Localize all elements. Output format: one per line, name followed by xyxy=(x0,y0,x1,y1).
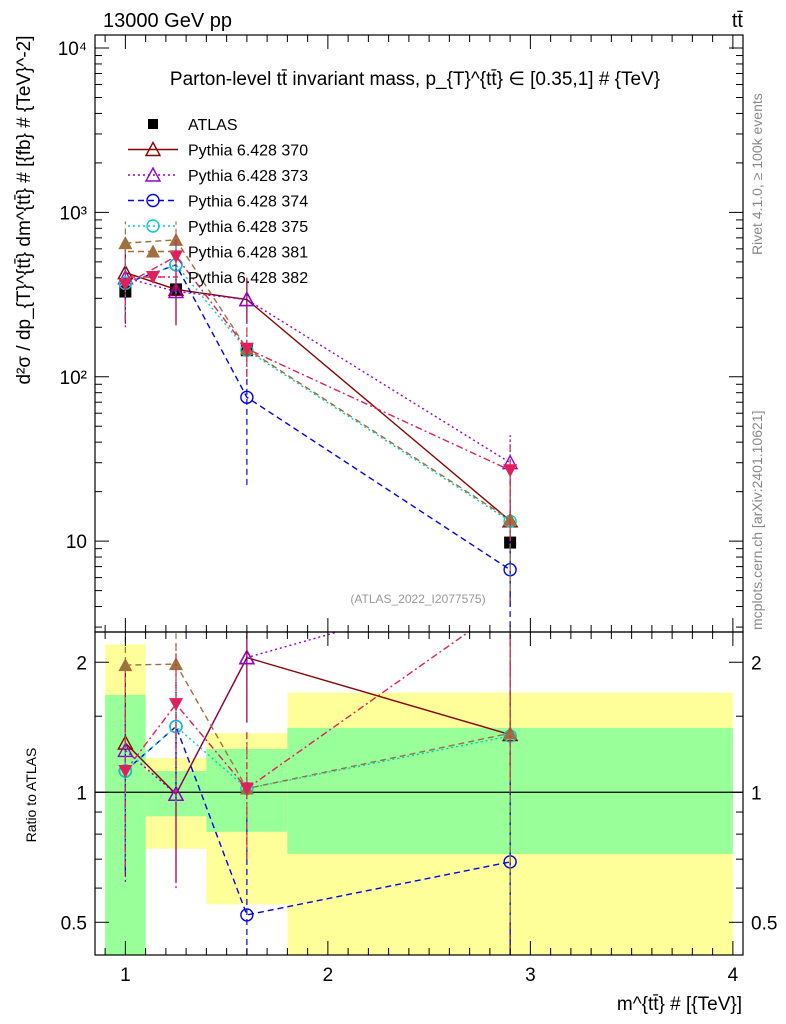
x-tick-label-3: 4 xyxy=(728,965,739,986)
main-point-6-0 xyxy=(118,278,133,292)
legend-item-4: Pythia 6.428 375 xyxy=(128,219,308,236)
main-series-4 xyxy=(118,244,517,591)
main-series-0 xyxy=(119,283,517,550)
ratio-uncertainty-bands xyxy=(105,644,733,955)
legend-marker-1 xyxy=(144,141,162,157)
legend-label-6: Pythia 6.428 382 xyxy=(188,270,308,287)
ratio-series-5 xyxy=(118,632,511,868)
main-y-axis-label: d²σ / dp_{T}^{tt̄} dm^{tt̄} # [{fb} # {T… xyxy=(14,35,35,384)
main-panel-series xyxy=(117,221,519,628)
main-point-6-1 xyxy=(169,250,183,264)
ratio-point-1-2 xyxy=(238,649,256,665)
ratio-y-tick-label-2: 2 xyxy=(76,653,87,674)
main-series-3 xyxy=(118,246,517,628)
main-point-6-3 xyxy=(503,464,518,478)
axes: 10 10² 10³ 10⁴ 0.5 0.5 1 1 2 2 1 2 3 4 xyxy=(58,34,777,986)
ratio-panel-series xyxy=(95,632,743,955)
ratio-series-line-3 xyxy=(124,725,511,790)
main-point-2-2 xyxy=(238,291,256,307)
legend-marker-5 xyxy=(146,244,160,258)
main-series-line-2 xyxy=(125,277,511,464)
x-axis-label: m^{tt̄} # [{TeV}] xyxy=(617,994,742,1015)
ratio-y-tick-label-right-1: 1 xyxy=(751,783,762,804)
legend-label-2: Pythia 6.428 373 xyxy=(188,168,308,185)
mcplots-reference-label: mcplots.cern.ch [arXiv:2401.10621] xyxy=(749,411,765,630)
main-y-tick-label-3: 10⁴ xyxy=(58,39,87,60)
main-y-tick-label-1: 10² xyxy=(60,368,87,389)
ratio-point-5-0 xyxy=(118,765,133,779)
legend-marker-4 xyxy=(146,219,160,233)
main-series-line-4 xyxy=(125,263,511,522)
ratio-point-4-1 xyxy=(169,657,183,671)
main-point-6-2 xyxy=(239,342,254,356)
legend-marker-3 xyxy=(146,193,160,208)
ratio-series-line-2 xyxy=(124,725,511,916)
x-tick-label-0: 1 xyxy=(120,965,131,986)
main-point-2-1 xyxy=(167,283,185,299)
legend-item-0: ATLAS xyxy=(148,117,238,134)
main-series-line-6 xyxy=(125,255,511,471)
ratio-y-tick-label-0: 0.5 xyxy=(61,913,87,934)
legend-item-1: Pythia 6.428 370 xyxy=(128,141,308,160)
x-tick-label-2: 3 xyxy=(525,965,536,986)
main-series-line-3 xyxy=(125,263,511,571)
ratio-series-line-5 xyxy=(124,632,470,790)
process-label: tt̄ xyxy=(732,10,744,32)
main-series-line-5 xyxy=(125,239,511,521)
main-series-6 xyxy=(118,232,518,542)
ratio-point-4-3 xyxy=(503,726,518,740)
main-y-tick-label-0: 10 xyxy=(66,532,87,553)
legend-item-2: Pythia 6.428 373 xyxy=(128,166,308,185)
legend-label-1: Pythia 6.428 370 xyxy=(188,143,308,160)
legend-label-5: Pythia 6.428 381 xyxy=(188,245,308,262)
ratio-point-5-2 xyxy=(239,782,254,796)
main-series-2 xyxy=(117,248,519,513)
rivet-version-label: Rivet 4.1.0, ≥ 100k events xyxy=(749,93,765,255)
plot-title: Parton-level tt̄ invariant mass, p_{T}^{… xyxy=(170,69,660,90)
legend-label-3: Pythia 6.428 374 xyxy=(188,194,308,211)
main-point-5-1 xyxy=(169,232,183,246)
ratio-point-4-0 xyxy=(118,658,133,672)
legend: ATLAS Pythia 6.428 370 Pythia 6.428 373 Pyt… xyxy=(128,117,308,287)
ratio-point-2-2 xyxy=(240,908,254,922)
ratio-y-tick-label-right-0: 0.5 xyxy=(751,913,777,934)
ratio-panel-frame xyxy=(94,631,744,956)
ratio-y-tick-label-right-2: 2 xyxy=(751,653,762,674)
legend-item-5: Pythia 6.428 381 xyxy=(128,244,308,262)
ratio-y-axis-label: Ratio to ATLAS xyxy=(23,748,39,843)
legend-label-0: ATLAS xyxy=(188,117,238,134)
energy-label: 13000 GeV pp xyxy=(103,10,232,32)
legend-marker-0 xyxy=(148,119,158,129)
legend-marker-6 xyxy=(146,271,160,284)
legend-label-4: Pythia 6.428 375 xyxy=(188,219,308,236)
main-y-tick-label-2: 10³ xyxy=(60,203,87,224)
legend-item-3: Pythia 6.428 374 xyxy=(128,194,308,211)
legend-marker-2 xyxy=(144,166,162,182)
legend-item-6: Pythia 6.428 382 xyxy=(128,270,308,287)
main-point-5-0 xyxy=(118,236,133,250)
ratio-point-5-1 xyxy=(169,698,183,712)
analysis-tag: (ATLAS_2022_I2077575) xyxy=(350,592,485,606)
main-series-line-1 xyxy=(125,271,511,522)
x-tick-label-1: 2 xyxy=(323,965,334,986)
main-point-3-2 xyxy=(240,390,254,404)
ratio-series-line-4 xyxy=(125,663,511,790)
ratio-y-tick-label-1: 1 xyxy=(76,783,87,804)
